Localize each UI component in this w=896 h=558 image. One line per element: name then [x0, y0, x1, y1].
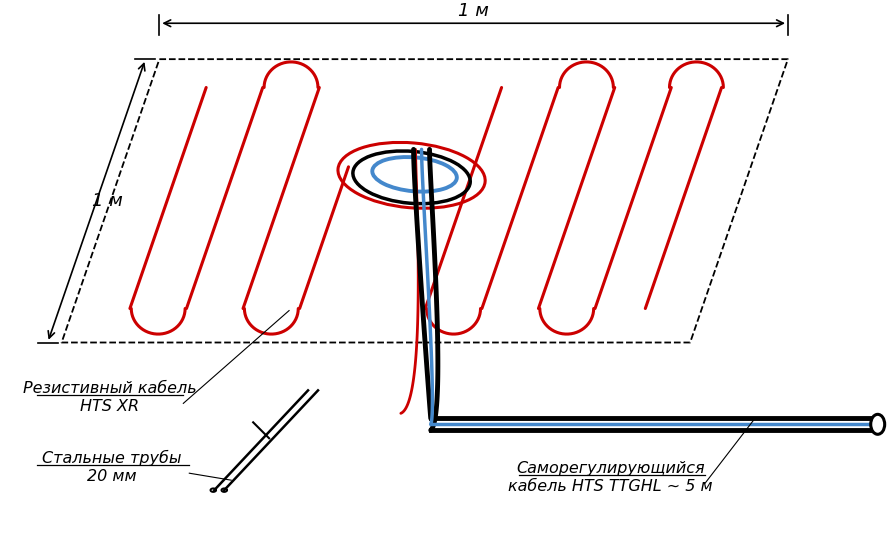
Text: 1 м: 1 м — [458, 2, 489, 20]
Text: кабель HTS TTGHL ~ 5 м: кабель HTS TTGHL ~ 5 м — [508, 479, 712, 494]
Text: 1 м: 1 м — [92, 192, 123, 210]
Text: Резистивный кабель: Резистивный кабель — [22, 381, 196, 396]
Ellipse shape — [871, 415, 884, 434]
Text: HTS XR: HTS XR — [80, 400, 139, 415]
Text: Саморегулирующийся: Саморегулирующийся — [516, 461, 704, 476]
Text: Стальные трубы: Стальные трубы — [42, 450, 181, 466]
Text: 20 мм: 20 мм — [87, 469, 136, 484]
